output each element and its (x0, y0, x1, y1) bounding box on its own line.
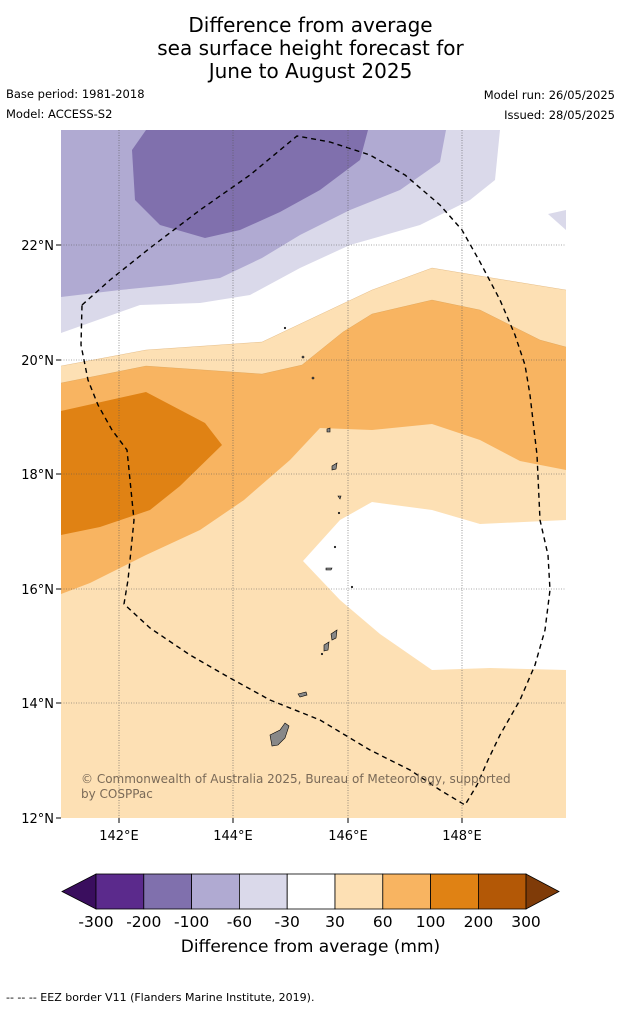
lat-tick-20: 20°N (21, 354, 54, 369)
colorbar-swatch-8 (430, 873, 479, 910)
title-line-3: June to August 2025 (208, 59, 413, 83)
axis-ticks (56, 244, 463, 823)
issued-label: Issued: 28/05/2025 (504, 108, 615, 122)
colorbar-swatch-3 (191, 873, 240, 910)
colorbar-label-5: -30 (275, 913, 300, 931)
colorbar-swatch-5 (286, 873, 336, 910)
island-guam (269, 722, 290, 747)
island-dot-1 (311, 376, 315, 380)
islands (269, 326, 354, 747)
colorbar-label-2: -200 (126, 913, 161, 931)
island-dot-5 (333, 545, 337, 549)
island-small-3 (326, 427, 331, 433)
colorbar-swatch-7 (382, 873, 431, 910)
colorbar-label-4: -60 (227, 913, 252, 931)
contour-neg-30-60-east (548, 210, 566, 230)
base-period-label: Base period: 1981-2018 (6, 87, 145, 101)
island-small-1 (325, 567, 333, 571)
anomaly-field (61, 130, 566, 818)
lon-tick-146: 146°E (328, 829, 368, 844)
colorbar-extend-high (525, 873, 560, 910)
lat-tick-18: 18°N (21, 468, 54, 483)
colorbar-label-8: 100 (416, 913, 446, 931)
colorbar (61, 873, 560, 910)
island-dot-4 (337, 511, 341, 515)
lat-tick-22: 22°N (21, 239, 54, 254)
eez-footnote: -- -- -- EEZ border V11 (Flanders Marine… (6, 991, 315, 1004)
lat-tick-16: 16°N (21, 583, 54, 598)
contour-neutral-pocket (303, 502, 566, 670)
gridlines (61, 130, 566, 818)
lat-tick-labels: 22°N 20°N 18°N 16°N 14°N 12°N (21, 239, 54, 827)
island-dot-7 (320, 652, 324, 656)
colorbar-tick-labels: -300 -200 -100 -60 -30 30 60 100 200 300 (78, 913, 540, 931)
island-saipan (330, 629, 338, 641)
copyright-notice: © Commonwealth of Australia 2025, Bureau… (81, 772, 511, 801)
colorbar-extend-low (61, 873, 97, 910)
model-run-label: Model run: 26/05/2025 (483, 88, 615, 102)
lon-tick-142: 142°E (99, 829, 139, 844)
lon-tick-144: 144°E (213, 829, 253, 844)
title-line-1: Difference from average (188, 13, 433, 37)
colorbar-swatch-4 (238, 873, 288, 910)
colorbar-swatch-1 (95, 873, 145, 910)
contour-60-100 (61, 300, 566, 594)
colorbar-label-9: 200 (464, 913, 494, 931)
contour-neg-100-200 (132, 130, 368, 238)
island-dot-6 (350, 585, 354, 589)
colorbar-swatch-6 (334, 873, 384, 910)
colorbar-label-1: -300 (78, 913, 113, 931)
island-small-4 (337, 495, 342, 500)
island-small-2 (331, 462, 338, 471)
island-dot-2 (301, 355, 305, 359)
colorbar-swatch-2 (143, 873, 193, 910)
colorbar-label-6: 30 (325, 913, 345, 931)
contour-100-200 (61, 392, 222, 535)
colorbar-label-7: 60 (373, 913, 393, 931)
colorbar-label-3: -100 (174, 913, 209, 931)
title-line-2: sea surface height forecast for (157, 36, 464, 60)
island-tinian (323, 641, 330, 652)
lon-tick-148: 148°E (442, 829, 482, 844)
colorbar-title: Difference from average (mm) (180, 937, 441, 957)
lat-tick-12: 12°N (21, 812, 54, 827)
colorbar-swatch-9 (477, 873, 527, 910)
island-dot-3 (283, 326, 287, 330)
colorbar-label-10: 300 (511, 913, 541, 931)
lat-tick-14: 14°N (21, 697, 54, 712)
lon-tick-labels: 142°E 144°E 146°E 148°E (99, 829, 482, 844)
model-label: Model: ACCESS-S2 (6, 107, 113, 121)
chart-title: Difference from average sea surface heig… (0, 14, 621, 83)
island-rota (297, 691, 308, 698)
eez-border (80, 135, 551, 806)
